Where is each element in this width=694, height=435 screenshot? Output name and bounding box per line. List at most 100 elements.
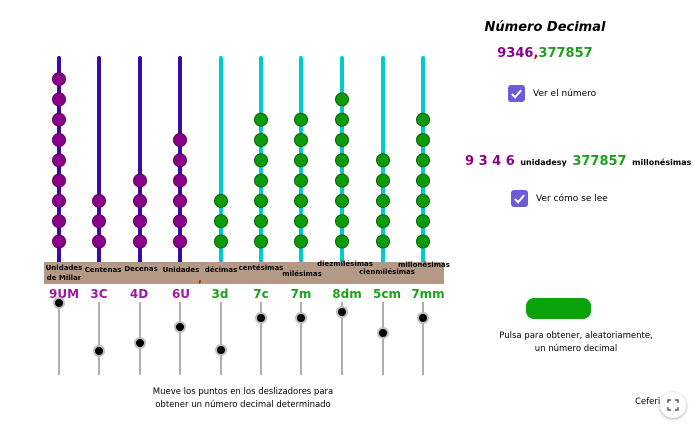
random-number-button[interactable] — [526, 298, 591, 319]
abacus-bead — [294, 153, 308, 168]
abacus-bead — [52, 214, 66, 229]
abacus-bead — [173, 153, 187, 168]
abacus-bead — [294, 133, 308, 147]
column-label: centésimas — [239, 264, 284, 272]
reading-decimal-unit: millonésimas — [632, 158, 692, 167]
random-instruction-line: un número decimal — [534, 344, 618, 354]
abacus-bead — [294, 234, 308, 249]
abacus-bead — [416, 214, 430, 229]
abacus-bead — [173, 193, 187, 208]
slider-handle[interactable] — [215, 344, 227, 356]
random-instruction: Pulsa para obtener, aleatoriamente, un n… — [480, 330, 672, 356]
slider-handle[interactable] — [417, 312, 429, 324]
abacus-bead — [52, 173, 66, 188]
show-reading-label: Ver cómo se lee — [536, 194, 608, 204]
abacus-bead — [335, 133, 349, 147]
abacus-bead — [254, 153, 268, 168]
abacus-bead — [52, 72, 66, 87]
place-value-code: 6U — [172, 287, 190, 301]
place-value-code: 4D — [130, 287, 148, 301]
column-label: diezmilésimas — [317, 260, 373, 268]
fullscreen-icon — [667, 399, 679, 411]
abacus-bead — [294, 193, 308, 208]
abacus-bead — [416, 234, 430, 249]
slider-handle[interactable] — [295, 312, 307, 324]
abacus-bead — [376, 173, 390, 188]
abacus-bead — [214, 193, 228, 208]
slider-instruction: Mueve los puntos en los deslizadores par… — [128, 386, 358, 412]
abacus-bead — [52, 92, 66, 107]
slider-instruction-line: Mueve los puntos en los deslizadores par… — [152, 387, 334, 397]
slider-handle[interactable] — [53, 297, 65, 309]
abacus-bead — [416, 133, 430, 147]
column-label: cienmilésimas — [359, 268, 415, 276]
author-name: Ceferi — [635, 397, 661, 407]
column-label: Decenas — [124, 265, 157, 273]
checkmark-icon — [514, 194, 525, 204]
abacus-bead — [214, 214, 228, 229]
abacus-bead — [335, 92, 349, 107]
slider-handle[interactable] — [93, 345, 105, 357]
place-value-code: 5cm — [373, 287, 401, 301]
show-number-checkbox[interactable] — [508, 85, 525, 102]
checkmark-icon — [511, 89, 522, 99]
abacus-bead — [92, 193, 106, 208]
abacus-bead — [92, 234, 106, 249]
place-value-code: 8dm — [332, 287, 361, 301]
abacus-base-bar — [44, 262, 444, 284]
abacus-bead — [254, 214, 268, 229]
column-label: millonésimas — [398, 261, 450, 269]
abacus-bead — [294, 112, 308, 127]
abacus-bead — [133, 193, 147, 208]
slider-instruction-line: obtener un número decimal determinado — [155, 400, 331, 410]
abacus-bead — [133, 234, 147, 249]
abacus-bead — [173, 234, 187, 249]
abacus-bead — [335, 153, 349, 168]
slider-handle[interactable] — [174, 321, 186, 333]
abacus-bead — [376, 153, 390, 168]
abacus-bead — [294, 173, 308, 188]
slider-handle[interactable] — [134, 337, 146, 349]
page-title: Número Decimal — [484, 20, 606, 35]
abacus-bead — [335, 173, 349, 188]
column-label: Unidades — [46, 264, 83, 272]
abacus-bead — [52, 234, 66, 249]
abacus-bead — [416, 112, 430, 127]
place-value-code: 3d — [212, 287, 229, 301]
slider-handle[interactable] — [255, 312, 267, 324]
abacus-bead — [254, 193, 268, 208]
reading-connector: y — [561, 158, 567, 167]
place-value-code: 7m — [291, 287, 312, 301]
number-decimal-separator: , — [533, 46, 539, 61]
abacus-bead — [254, 234, 268, 249]
slider-handle[interactable] — [336, 306, 348, 318]
abacus-bead — [92, 214, 106, 229]
abacus-bead — [335, 234, 349, 249]
abacus-bead — [214, 234, 228, 249]
random-instruction-line: Pulsa para obtener, aleatoriamente, — [499, 331, 653, 341]
show-reading-checkbox[interactable] — [511, 190, 528, 207]
column-label: décimas — [205, 266, 238, 274]
number-reading: 9 3 4 6 unidadesy 377857 millonésimas — [465, 150, 691, 169]
column-label: Unidades — [163, 266, 200, 274]
number-decimal-part: 377857 — [538, 46, 593, 61]
column-label: de Millar — [47, 274, 82, 282]
reading-decimal: 377857 — [572, 154, 627, 169]
number-integer-part: 9346 — [497, 46, 534, 61]
decimal-number-display: 9346,377857 — [470, 46, 620, 61]
abacus-bead — [335, 193, 349, 208]
abacus-bead — [376, 214, 390, 229]
place-value-code: 7mm — [411, 287, 444, 301]
abacus-bead — [52, 133, 66, 147]
abacus-bead — [133, 173, 147, 188]
abacus-bead — [416, 193, 430, 208]
abacus-bead — [254, 112, 268, 127]
abacus-bead — [173, 133, 187, 147]
abacus-bead — [173, 173, 187, 188]
slider-handle[interactable] — [377, 327, 389, 339]
abacus-bead — [52, 112, 66, 127]
abacus-bead — [52, 153, 66, 168]
fullscreen-button[interactable] — [660, 392, 686, 418]
abacus-bead — [416, 173, 430, 188]
